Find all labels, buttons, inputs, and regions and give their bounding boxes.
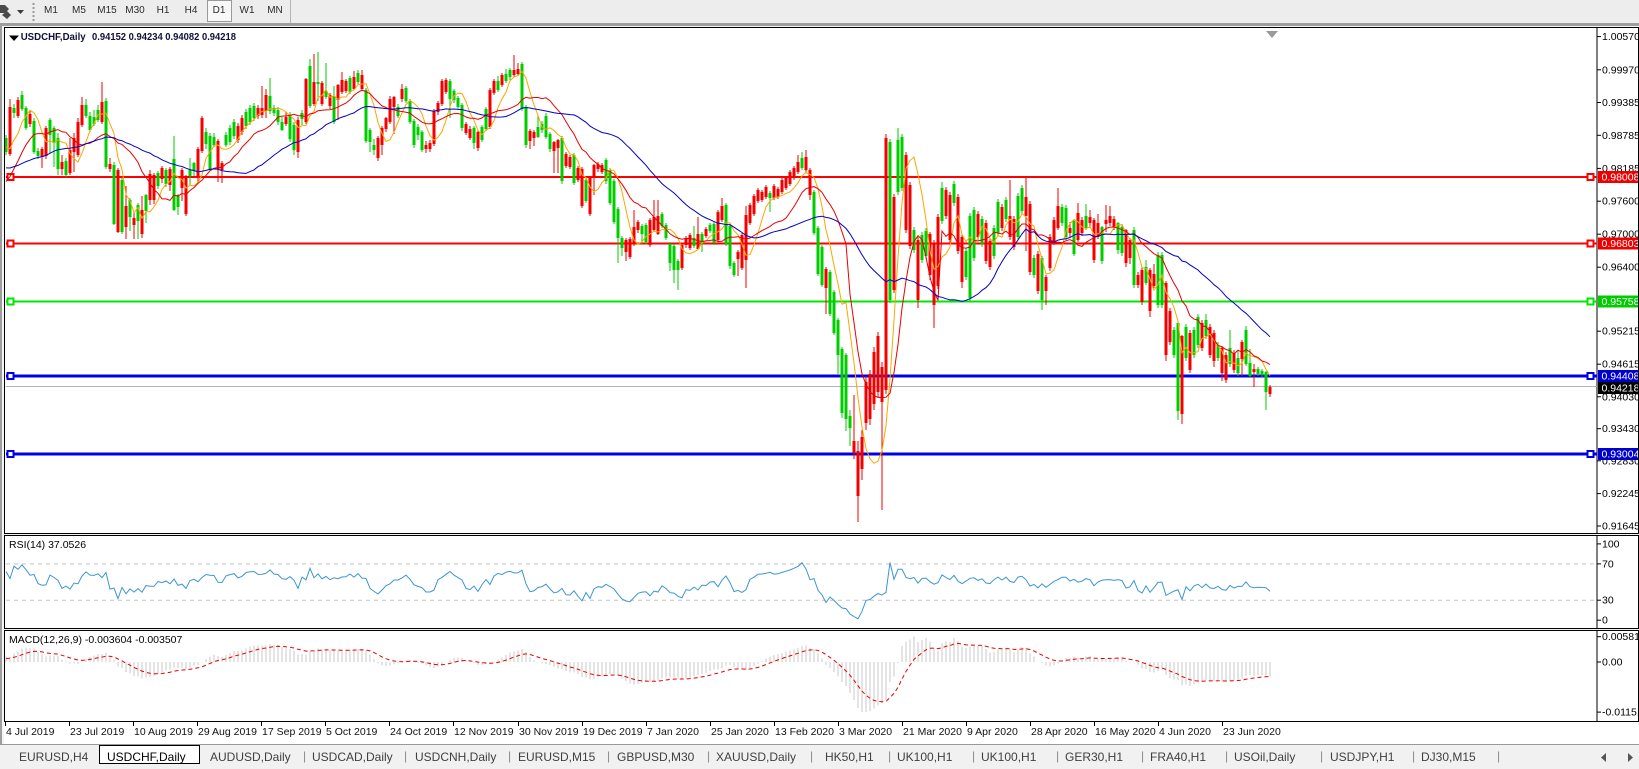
svg-text:0.96803: 0.96803 [1602,238,1639,250]
svg-text:0.00: 0.00 [1602,657,1623,669]
svg-text:0.91645: 0.91645 [1602,521,1638,533]
svg-text:0.97600: 0.97600 [1602,196,1638,208]
svg-text:RSI(14) 37.0526: RSI(14) 37.0526 [9,539,86,551]
svg-text:0.94152 0.94234 0.94082 0.9421: 0.94152 0.94234 0.94082 0.94218 [92,31,236,43]
svg-text:0.96400: 0.96400 [1602,262,1638,274]
svg-text:0.98785: 0.98785 [1602,130,1638,142]
svg-text:100: 100 [1602,538,1620,550]
svg-text:-0.011514: -0.011514 [1602,707,1638,719]
svg-text:0.99970: 0.99970 [1602,64,1638,76]
svg-text:0.92245: 0.92245 [1602,488,1638,500]
svg-text:0.94030: 0.94030 [1602,391,1638,403]
svg-text:30: 30 [1602,595,1614,607]
svg-text:0.95758: 0.95758 [1602,296,1639,308]
svg-text:0.94615: 0.94615 [1602,359,1638,371]
svg-text:0.93430: 0.93430 [1602,423,1638,435]
svg-text:0.99385: 0.99385 [1602,97,1638,109]
svg-text:0.94408: 0.94408 [1602,371,1639,383]
svg-text:0: 0 [1602,615,1608,627]
svg-text:1.00570: 1.00570 [1602,31,1638,43]
svg-text:70: 70 [1602,558,1614,570]
svg-text:0.005818: 0.005818 [1602,631,1638,643]
svg-text:MACD(12,26,9) -0.003604 -0.003: MACD(12,26,9) -0.003604 -0.003507 [9,634,183,646]
svg-text:0.94218: 0.94218 [1602,383,1639,395]
svg-text:0.98008: 0.98008 [1602,172,1639,184]
svg-text:0.93004: 0.93004 [1602,449,1639,461]
svg-text:0.95215: 0.95215 [1602,326,1638,338]
svg-text:USDCHF,Daily: USDCHF,Daily [21,31,86,43]
